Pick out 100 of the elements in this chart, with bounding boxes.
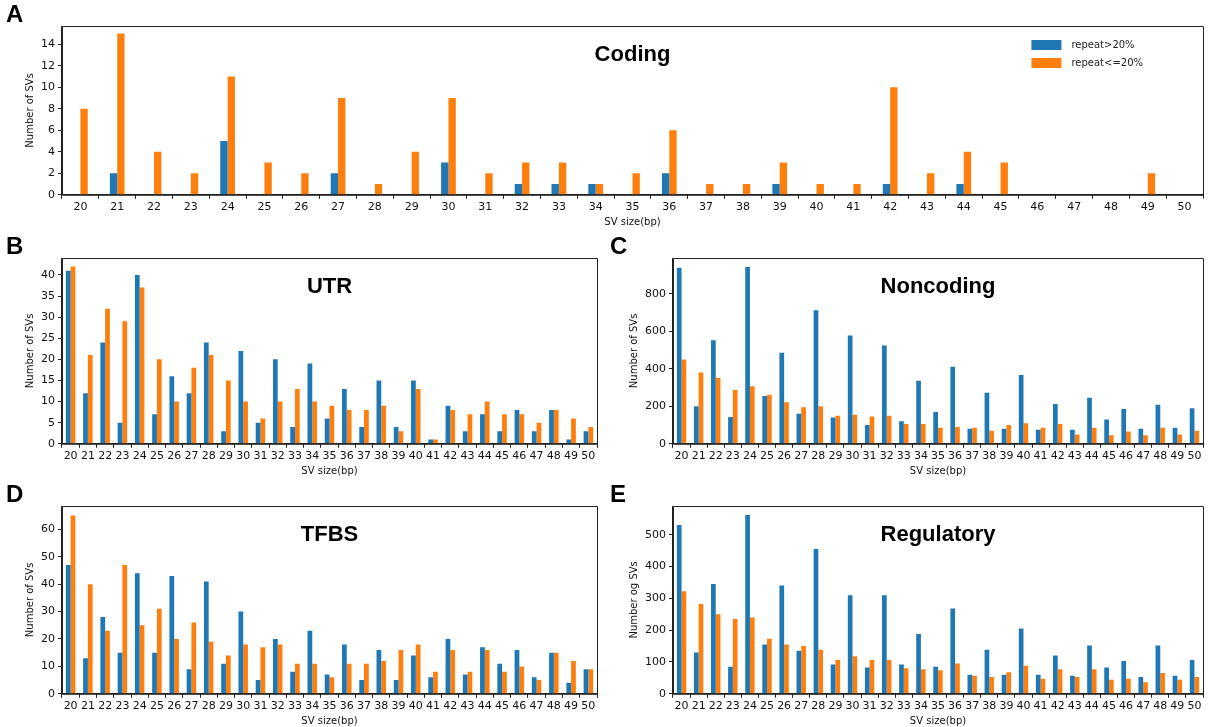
x-tick-label: 47: [1136, 449, 1151, 463]
bar: [227, 76, 235, 195]
bar: [571, 660, 576, 694]
x-tick-label: 44: [1084, 449, 1099, 463]
bar: [393, 426, 399, 444]
x-tick-label: 47: [1136, 699, 1151, 713]
text: Coding: [594, 41, 671, 67]
bar: [956, 184, 964, 195]
bar: [588, 426, 594, 444]
bar: [462, 674, 468, 694]
bar: [411, 655, 416, 694]
x-tick-label: 31: [478, 200, 493, 214]
y-axis-title: Number of SVs: [627, 313, 639, 389]
x-tick-label: 25: [149, 699, 164, 713]
x-tick-label: 25: [257, 200, 272, 214]
y-tick-label: 5: [48, 415, 55, 429]
x-tick-label: 35: [625, 200, 640, 214]
bar: [1177, 679, 1183, 694]
bar: [1091, 669, 1097, 694]
x-tick-label: 37: [357, 699, 372, 713]
bar: [1087, 645, 1092, 694]
bar: [1143, 682, 1148, 694]
y-tick-label: 40: [41, 267, 55, 281]
bar: [784, 644, 789, 694]
bar: [411, 380, 416, 444]
bar: [134, 274, 140, 444]
bar: [938, 427, 943, 444]
y-tick-label: 500: [645, 527, 666, 541]
x-tick-label: 28: [201, 449, 216, 463]
bar: [514, 184, 523, 195]
bar: [1070, 429, 1075, 444]
bar: [381, 405, 387, 444]
bar: [595, 184, 604, 195]
x-tick-label: 49: [564, 699, 579, 713]
bar: [920, 669, 926, 694]
x-tick-label: 42: [1050, 449, 1065, 463]
bar: [174, 401, 179, 444]
bar: [728, 666, 733, 694]
bar: [816, 184, 824, 195]
bar: [1052, 404, 1058, 444]
x-tick-label: 37: [357, 449, 372, 463]
bar: [818, 649, 824, 694]
y-tick-label: 15: [41, 373, 55, 387]
x-tick-label: 46: [512, 449, 527, 463]
x-tick-label: 24: [220, 200, 235, 214]
bar: [191, 622, 197, 694]
bar: [711, 340, 716, 444]
bar: [916, 380, 921, 444]
bar: [359, 426, 365, 444]
text: TFBS: [300, 521, 359, 547]
y-tick-label: 0: [659, 686, 666, 700]
bar: [762, 395, 768, 444]
bar: [1160, 673, 1165, 694]
y-tick-label: 200: [645, 399, 666, 413]
x-tick-label: 29: [828, 699, 843, 713]
text: C: [610, 232, 628, 260]
x-axis-title: SV size(bp): [909, 714, 967, 726]
bar: [1138, 676, 1144, 694]
bar: [220, 141, 228, 195]
bar: [772, 184, 780, 195]
x-tick-label: 39: [999, 699, 1014, 713]
bar: [762, 644, 768, 694]
x-tick-label: 41: [1033, 699, 1048, 713]
bar: [329, 677, 335, 694]
bar: [732, 619, 738, 694]
bar: [553, 652, 559, 694]
bar: [1023, 665, 1029, 694]
x-tick-label: 47: [529, 449, 544, 463]
x-tick-label: 36: [339, 699, 354, 713]
x-tick-label: 24: [742, 699, 757, 713]
bar: [411, 151, 420, 195]
x-tick-label: 44: [477, 449, 492, 463]
bar: [1035, 674, 1041, 694]
bar: [221, 663, 226, 694]
x-tick-label: 44: [1084, 699, 1099, 713]
y-tick-label: 14: [41, 37, 55, 51]
bar: [728, 416, 733, 444]
x-tick-label: 29: [218, 449, 233, 463]
bar: [225, 655, 231, 694]
x-axis-title: SV size(bp): [604, 215, 661, 227]
bar: [238, 350, 244, 444]
x-tick-label: 34: [913, 699, 928, 713]
bar: [480, 414, 485, 444]
bar: [967, 428, 973, 444]
x-tick-label: 21: [691, 699, 706, 713]
bar: [83, 658, 88, 694]
bar: [899, 421, 904, 444]
bar: [502, 414, 507, 444]
y-tick-label: 30: [41, 604, 55, 618]
x-tick-label: 26: [294, 200, 309, 214]
bar: [549, 652, 554, 694]
x-tick-label: 38: [735, 200, 750, 214]
y-axis-title: Number of SVs: [23, 313, 35, 389]
bar: [312, 663, 317, 694]
x-tick-label: 27: [794, 449, 809, 463]
bar: [972, 675, 977, 694]
x-tick-label: 32: [270, 699, 285, 713]
x-tick-label: 46: [1119, 449, 1134, 463]
bar: [1091, 427, 1097, 444]
x-tick-label: 45: [1101, 449, 1116, 463]
